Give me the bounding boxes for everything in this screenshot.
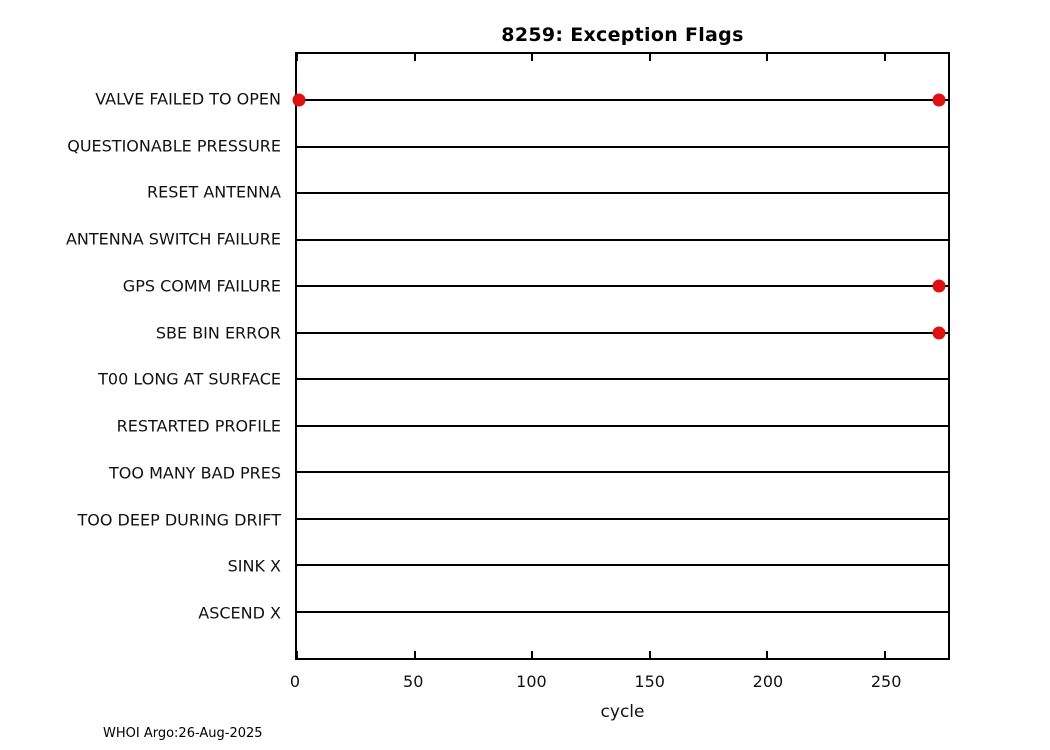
category-label: SINK X bbox=[227, 556, 281, 576]
plot-area bbox=[292, 52, 950, 660]
x-axis-tick-labels: 0 50 100 150 200 250 bbox=[290, 672, 950, 694]
category-row-line bbox=[297, 424, 948, 427]
category-label: T00 LONG AT SURFACE bbox=[98, 369, 281, 389]
chart-title: 8259: Exception Flags bbox=[501, 24, 744, 46]
category-row-line bbox=[297, 238, 948, 241]
category-label: SBE BIN ERROR bbox=[155, 323, 281, 343]
category-row-line bbox=[297, 517, 948, 520]
category-row-line bbox=[297, 285, 948, 288]
x-axis-tick-mark bbox=[648, 54, 651, 61]
category-row-line bbox=[297, 378, 948, 381]
y-axis-labels: VALVE FAILED TO OPEN QUESTIONABLE PRESSUR… bbox=[0, 52, 287, 660]
category-row-line bbox=[297, 145, 948, 148]
x-axis-tick-mark bbox=[296, 54, 298, 61]
footer-credit: WHOI Argo:26-Aug-2025 bbox=[103, 726, 263, 741]
x-axis-tick-mark bbox=[648, 651, 651, 658]
category-label: TOO DEEP DURING DRIFT bbox=[77, 510, 282, 530]
x-axis-tick-label: 100 bbox=[516, 672, 547, 691]
category-row-line bbox=[297, 471, 948, 474]
x-axis-tick-label: 250 bbox=[870, 672, 902, 691]
x-axis-tick-mark bbox=[883, 54, 886, 61]
x-axis-tick-mark bbox=[531, 54, 534, 61]
category-label: VALVE FAILED TO OPEN bbox=[95, 89, 281, 109]
category-label: RESET ANTENNA bbox=[146, 182, 281, 202]
x-axis-tick-mark bbox=[766, 651, 769, 658]
x-axis-tick-mark bbox=[413, 54, 416, 61]
category-label: ASCEND X bbox=[198, 603, 281, 623]
category-row-line bbox=[297, 564, 948, 567]
x-axis-tick-mark bbox=[296, 651, 298, 658]
x-axis-tick-mark bbox=[531, 651, 534, 658]
data-point-marker bbox=[932, 279, 946, 293]
category-label: GPS COMM FAILURE bbox=[122, 276, 281, 296]
x-axis-tick-label: 0 bbox=[289, 672, 301, 691]
x-axis-tick-label: 200 bbox=[752, 672, 784, 691]
x-axis-tick-mark bbox=[883, 651, 886, 658]
category-row-line bbox=[297, 192, 948, 195]
category-row-line bbox=[297, 610, 948, 613]
category-label: QUESTIONABLE PRESSURE bbox=[67, 136, 281, 156]
data-point-marker bbox=[932, 93, 946, 107]
x-axis-tick-label: 150 bbox=[634, 672, 665, 691]
data-point-marker bbox=[932, 326, 946, 340]
category-label: TOO MANY BAD PRES bbox=[109, 463, 281, 483]
category-row-line bbox=[297, 99, 948, 102]
category-label: RESTARTED PROFILE bbox=[116, 416, 281, 436]
x-axis-tick-mark bbox=[766, 54, 769, 61]
x-axis-tick-mark bbox=[413, 651, 416, 658]
x-axis-tick-label: 50 bbox=[403, 672, 424, 691]
category-label: ANTENNA SWITCH FAILURE bbox=[65, 229, 281, 249]
category-row-line bbox=[297, 331, 948, 334]
x-axis-title: cycle bbox=[600, 702, 645, 722]
data-point-marker bbox=[292, 93, 306, 107]
